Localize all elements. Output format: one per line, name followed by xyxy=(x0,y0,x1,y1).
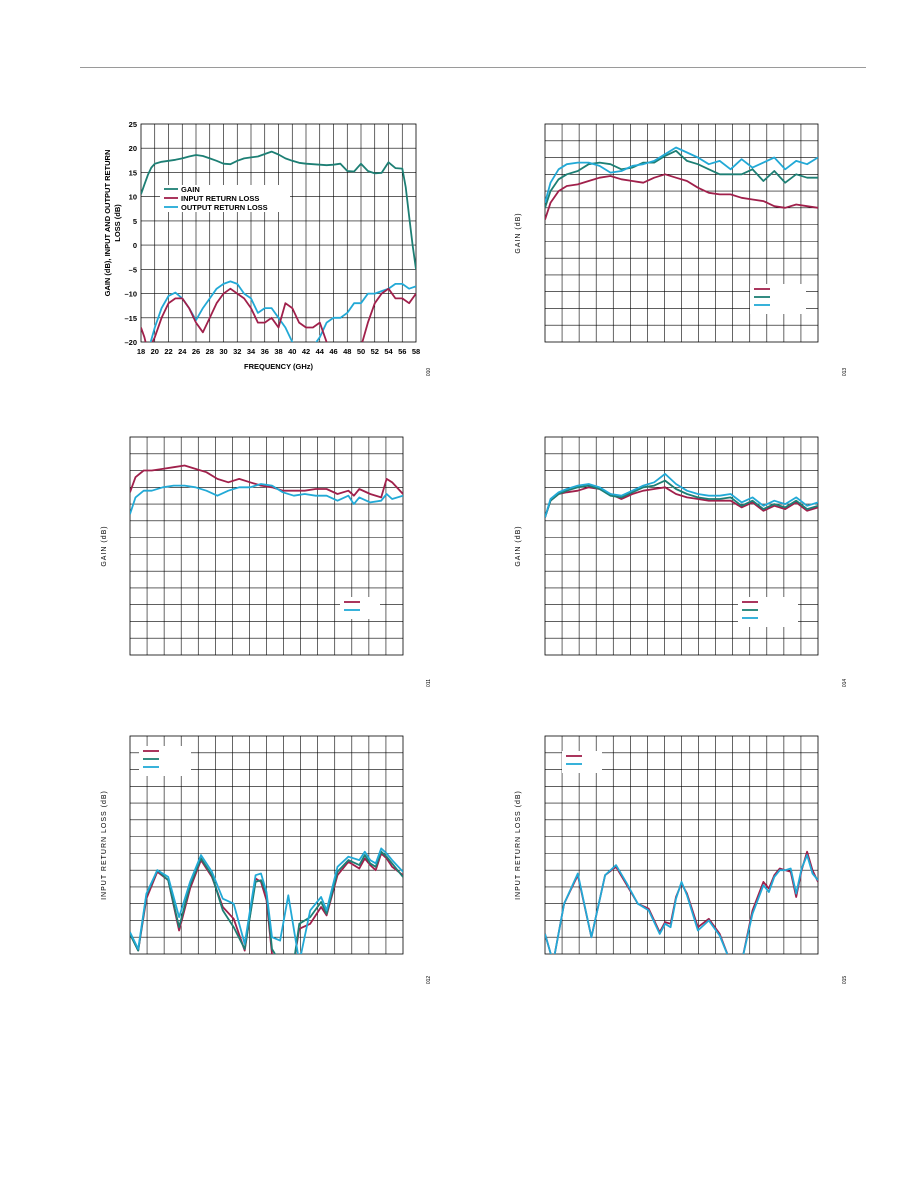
figure-id: 012 xyxy=(426,976,432,985)
x-tick-label: 50 xyxy=(357,347,365,356)
series-line-maroon xyxy=(545,173,818,220)
x-tick-label: 18 xyxy=(137,347,145,356)
x-tick-label: 38 xyxy=(274,347,282,356)
y-axis-label: INPUT RETURN LOSS (dB) xyxy=(101,790,108,900)
x-tick-label: 20 xyxy=(151,347,159,356)
y-axis-label: GAIN (dB) xyxy=(515,525,522,566)
series-line-cyan xyxy=(545,146,818,204)
x-tick-label: 28 xyxy=(206,347,214,356)
x-tick-label: 32 xyxy=(233,347,241,356)
x-tick-label: 34 xyxy=(247,347,256,356)
y-tick-label: 5 xyxy=(133,217,137,226)
y-axis-label: GAIN (dB) xyxy=(515,212,522,253)
legend-bg xyxy=(160,185,290,194)
legend-label: OUTPUT RETURN LOSS xyxy=(181,203,268,212)
y-tick-label: –20 xyxy=(124,338,137,347)
series-line-teal xyxy=(545,149,818,209)
x-tick-label: 48 xyxy=(343,347,351,356)
chart-6: INPUT RETURN LOSS (dB) 015 xyxy=(515,735,848,985)
legend-bg xyxy=(160,194,290,203)
chart-4: GAIN (dB) 014 xyxy=(515,436,848,688)
series-line-teal xyxy=(130,850,403,954)
legend-label: INPUT RETURN LOSS xyxy=(181,194,259,203)
y-axis-label-line2: LOSS (dB) xyxy=(113,204,122,242)
x-tick-label: 24 xyxy=(178,347,187,356)
x-axis-label: FREQUENCY (GHz) xyxy=(244,362,314,371)
x-tick-label: 36 xyxy=(261,347,269,356)
y-tick-label: –15 xyxy=(124,314,137,323)
legend-bg xyxy=(340,597,380,619)
series-line-teal xyxy=(545,479,818,518)
x-tick-label: 54 xyxy=(384,347,393,356)
y-axis-label: GAIN (dB) xyxy=(101,525,108,566)
x-tick-label: 30 xyxy=(219,347,227,356)
chart-1: 18 20 22 24 26 28 30 32 34 36 38 40 42 44 46 48 50 52 54 56… xyxy=(103,120,432,376)
x-tick-label: 52 xyxy=(371,347,379,356)
legend-bg xyxy=(160,203,290,212)
series-line-maroon xyxy=(141,287,416,342)
header-rule xyxy=(80,67,866,68)
series-line-maroon xyxy=(545,486,818,518)
series-line-teal xyxy=(141,150,416,270)
series-line-cyan xyxy=(130,847,403,954)
x-tick-label: 58 xyxy=(412,347,420,356)
y-tick-label: –10 xyxy=(124,290,137,299)
figure-id: 015 xyxy=(842,976,848,985)
y-tick-label: 0 xyxy=(133,241,137,250)
series-line-maroon xyxy=(130,464,403,499)
x-tick-label: 26 xyxy=(192,347,200,356)
chart-2: GAIN (dB) 013 xyxy=(515,123,848,377)
figure-id: 010 xyxy=(426,368,432,377)
series-line-cyan xyxy=(545,854,818,954)
y-tick-label: 20 xyxy=(129,144,137,153)
y-tick-label: –5 xyxy=(129,265,137,274)
series-line-cyan xyxy=(545,472,818,518)
legend-bg xyxy=(562,751,602,773)
figure-id: 014 xyxy=(842,679,848,688)
chart-5: INPUT RETURN LOSS (dB) 012 xyxy=(101,735,432,985)
figure-id: 013 xyxy=(842,368,848,377)
x-tick-label: 40 xyxy=(288,347,296,356)
y-tick-label: 15 xyxy=(129,168,137,177)
x-tick-label: 44 xyxy=(316,347,325,356)
series-line-cyan xyxy=(130,483,403,515)
x-tick-label: 46 xyxy=(329,347,337,356)
chart-3: GAIN (dB) 011 xyxy=(101,436,432,687)
y-tick-label: 25 xyxy=(129,120,137,129)
y-tick-label: 10 xyxy=(129,193,137,202)
y-axis-label-line1: GAIN (dB), INPUT AND OUTPUT RETURN xyxy=(103,150,112,297)
figure-id: 011 xyxy=(426,679,432,687)
y-axis-label: INPUT RETURN LOSS (dB) xyxy=(515,790,522,900)
x-tick-label: 22 xyxy=(164,347,172,356)
legend-label: GAIN xyxy=(181,185,200,194)
x-tick-label: 56 xyxy=(398,347,406,356)
x-tick-label: 42 xyxy=(302,347,310,356)
